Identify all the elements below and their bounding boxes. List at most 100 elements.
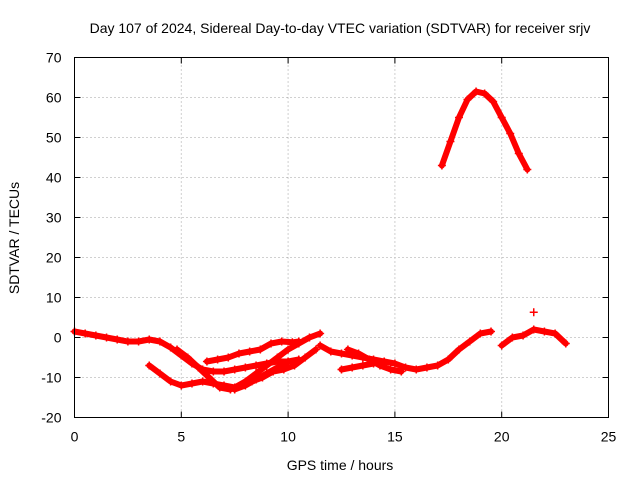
data-point [326,347,335,356]
data-point [489,97,498,106]
data-point [437,161,446,170]
x-tick-label: 0 [71,429,79,445]
data-point [354,349,363,358]
data-point [514,149,523,158]
data-point [262,369,271,378]
data-point [145,361,154,370]
data-point [348,363,357,372]
data-point [358,361,367,370]
data-point [397,367,406,376]
data-point [463,95,472,104]
x-tick-label: 5 [177,429,185,445]
data-point [81,329,90,338]
series-line [203,338,302,365]
data-point [224,353,233,362]
data-point [273,363,282,372]
data-point [173,345,182,354]
data-point [234,349,243,358]
data-point [337,349,346,358]
y-tick-label: 40 [46,170,62,186]
data-point [202,357,211,366]
data-point [134,337,143,346]
x-tick-label: 15 [387,429,403,445]
data-point [529,325,538,334]
x-tick-label: 10 [280,429,296,445]
data-point [245,347,254,356]
data-point [155,369,164,378]
data-point [256,345,265,354]
data-point [454,345,463,354]
data-point [155,337,164,346]
data-point [311,345,320,354]
data-point [213,355,222,364]
data-point [506,129,515,138]
data-point [316,329,325,338]
data-point [476,329,485,338]
data-point [273,353,282,362]
data-point [433,361,442,370]
data-point [166,343,175,352]
y-tick-label: 20 [46,250,62,266]
data-point [337,365,346,374]
data-point [523,165,532,174]
data-point [205,373,214,382]
data-point [284,357,293,366]
series-line [438,88,531,173]
y-tick-label: 10 [46,290,62,306]
data-point [220,367,229,376]
y-tick-label: -20 [41,410,61,426]
data-point [454,113,463,122]
data-point [241,363,250,372]
data-point [91,331,100,340]
data-point [123,337,132,346]
data-point [472,87,481,96]
x-axis-label: GPS time / hours [287,457,394,473]
data-point [487,327,496,336]
data-point [262,361,271,370]
data-point [412,365,421,374]
data-point [375,361,384,370]
ticks: -20 -10 0 10 20 30 40 50 60 70 0 5 10 15 20 25 [41,50,616,445]
data-point [230,385,239,394]
data-point [422,363,431,372]
data-point [145,335,154,344]
data-point [230,365,239,374]
data-point [316,341,325,350]
y-tick-label: 0 [54,330,62,346]
data-point [446,137,455,146]
data-point [497,113,506,122]
data-point [561,339,570,348]
data-point [183,353,192,362]
plot-frame [74,57,609,418]
data-point [365,355,374,364]
data-point [209,367,218,376]
grid [74,57,609,418]
data-point [177,381,186,390]
data-point [277,337,286,346]
y-tick-label: 30 [46,210,62,226]
chart-title: Day 107 of 2024, Sidereal Day-to-day VTE… [90,20,591,36]
y-tick-label: -10 [41,370,61,386]
data-point [252,375,261,384]
data-point [288,338,297,347]
data-point [519,331,528,340]
x-tick-label: 25 [601,429,617,445]
data-point [343,345,352,354]
data-point [508,333,517,342]
data-point [215,383,224,392]
data-point [284,345,293,354]
data-point [386,365,395,374]
data-point [305,333,314,342]
data-point [241,381,250,390]
y-axis-label: SDTVAR / TECUs [6,182,22,294]
series-arc-4 [202,337,303,366]
x-tick-label: 20 [494,429,510,445]
series-arc-10 [497,325,570,350]
data-point [290,361,299,370]
data-point [444,355,453,364]
data-point [551,329,560,338]
data-point [390,359,399,368]
data-point [401,363,410,372]
y-tick-label: 50 [46,130,62,146]
data-point [166,377,175,386]
